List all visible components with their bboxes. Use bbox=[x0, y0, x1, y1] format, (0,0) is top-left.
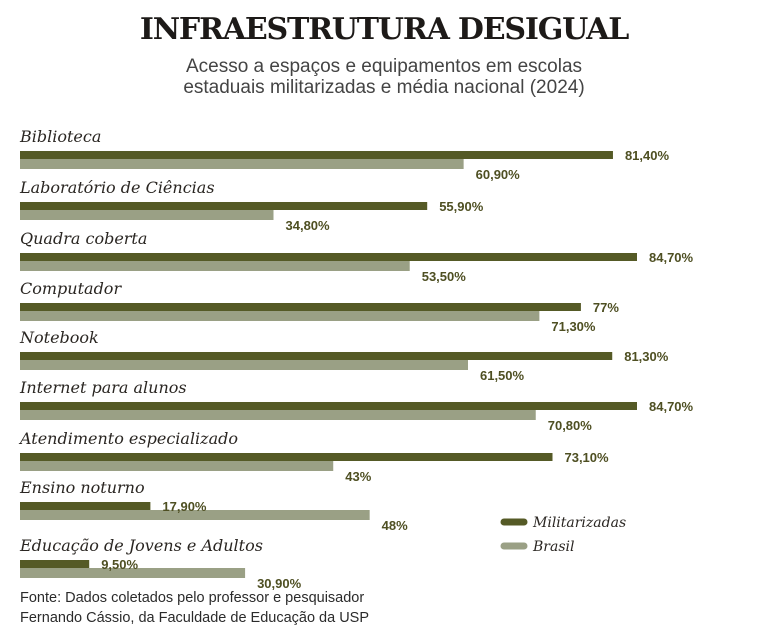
value-label-brasil: 53,50% bbox=[422, 269, 467, 284]
bar-militarizadas bbox=[20, 560, 90, 568]
bar-brasil bbox=[20, 410, 536, 420]
value-label-brasil: 43% bbox=[345, 469, 371, 484]
value-label-militarizadas: 55,90% bbox=[439, 199, 484, 214]
category-label: Laboratório de Ciências bbox=[19, 178, 215, 197]
bar-brasil bbox=[20, 461, 334, 471]
source-note: Fonte: Dados coletados pelo professor e … bbox=[20, 588, 369, 628]
legend-label-militarizadas: Militarizadas bbox=[532, 515, 626, 531]
category-label: Computador bbox=[20, 279, 122, 298]
value-label-militarizadas: 84,70% bbox=[649, 250, 694, 265]
value-label-brasil: 61,50% bbox=[480, 368, 525, 383]
category-label: Biblioteca bbox=[19, 127, 101, 146]
subtitle-line: Acesso a espaços e equipamentos em escol… bbox=[185, 56, 583, 77]
subtitle-line: estaduais militarizadas e média nacional… bbox=[183, 77, 585, 98]
source-line: Fonte: Dados coletados pelo professor e … bbox=[20, 590, 365, 606]
bar-brasil bbox=[20, 360, 468, 370]
bar-militarizadas bbox=[20, 352, 613, 360]
bar-brasil bbox=[20, 510, 370, 520]
value-label-militarizadas: 17,90% bbox=[162, 499, 207, 514]
value-label-brasil: 34,80% bbox=[286, 218, 331, 233]
value-label-militarizadas: 81,30% bbox=[624, 349, 669, 364]
value-label-militarizadas: 81,40% bbox=[625, 148, 670, 163]
bar-brasil bbox=[20, 568, 246, 578]
category-label: Internet para alunos bbox=[19, 378, 187, 397]
bar-militarizadas bbox=[20, 402, 637, 410]
category-label: Educação de Jovens e Adultos bbox=[19, 536, 263, 555]
bar-brasil bbox=[20, 311, 540, 321]
chart-title: INFRAESTRUTURA DESIGUAL bbox=[139, 12, 629, 47]
bar-militarizadas bbox=[20, 453, 553, 461]
value-label-brasil: 30,90% bbox=[257, 576, 302, 591]
category-label: Notebook bbox=[19, 328, 99, 347]
value-label-brasil: 70,80% bbox=[548, 418, 593, 433]
bar-militarizadas bbox=[20, 502, 151, 510]
value-label-militarizadas: 9,50% bbox=[101, 557, 138, 572]
category-label: Ensino noturno bbox=[19, 478, 145, 497]
bar-brasil bbox=[20, 159, 464, 169]
value-label-militarizadas: 84,70% bbox=[649, 399, 694, 414]
bar-militarizadas bbox=[20, 303, 581, 311]
category-label: Atendimento especializado bbox=[18, 429, 238, 448]
value-label-brasil: 71,30% bbox=[551, 319, 596, 334]
value-label-militarizadas: 73,10% bbox=[564, 450, 609, 465]
bar-militarizadas bbox=[20, 253, 637, 261]
bar-brasil bbox=[20, 210, 274, 220]
source-line: Fernando Cássio, da Faculdade de Educaçã… bbox=[20, 610, 370, 626]
bar-militarizadas bbox=[20, 151, 613, 159]
chart-subtitle: Acesso a espaços e equipamentos em escol… bbox=[0, 56, 768, 98]
legend-label-brasil: Brasil bbox=[532, 539, 574, 555]
bar-militarizadas bbox=[20, 202, 428, 210]
value-label-brasil: 48% bbox=[382, 518, 408, 533]
bar-brasil bbox=[20, 261, 410, 271]
value-label-militarizadas: 77% bbox=[593, 300, 619, 315]
category-label: Quadra coberta bbox=[20, 229, 147, 248]
value-label-brasil: 60,90% bbox=[476, 167, 521, 182]
